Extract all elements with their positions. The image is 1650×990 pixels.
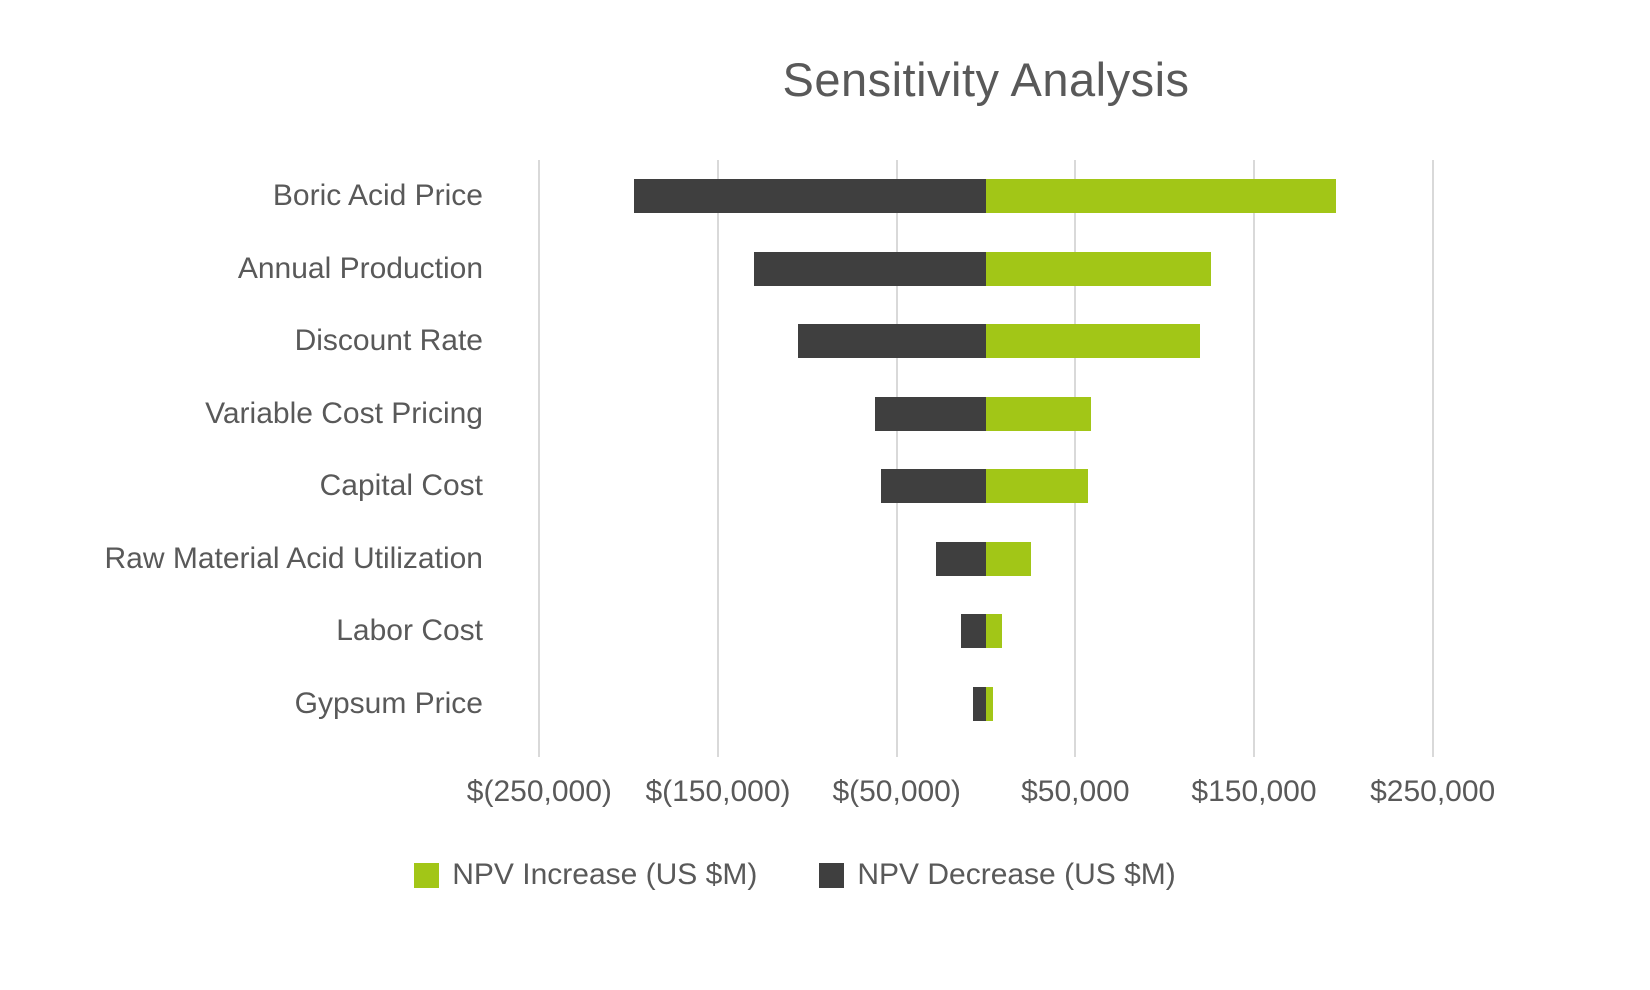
x-tick-label: $50,000 — [1021, 775, 1130, 808]
x-tick-label: $(50,000) — [832, 775, 961, 808]
category-label: Boric Acid Price — [272, 179, 483, 212]
category-label: Discount Rate — [294, 324, 483, 357]
bar-npv-increase — [986, 324, 1201, 359]
category-label: Gypsum Price — [294, 686, 483, 720]
bar-npv-increase — [986, 179, 1337, 214]
category-label: Capital Cost — [319, 469, 483, 502]
category-labels: Boric Acid Price Annual Production Discoun… — [0, 160, 505, 740]
x-tick-label: $250,000 — [1370, 775, 1496, 808]
gridline — [1253, 160, 1255, 757]
bar-npv-decrease — [960, 614, 986, 649]
bar-npv-decrease — [935, 541, 986, 576]
category-label: Variable Cost Pricing — [205, 396, 483, 430]
legend: NPV Increase (US $M) NPV Decrease (US $M) — [0, 858, 1590, 892]
legend-swatch-icon — [414, 862, 440, 888]
bar-npv-increase — [986, 541, 1031, 576]
category-label: Annual Production — [237, 251, 483, 285]
chart-title: Sensitivity Analysis — [782, 53, 1190, 106]
gridline — [1074, 160, 1077, 757]
x-tick-label: $(250,000) — [466, 775, 612, 808]
bar-npv-decrease — [798, 324, 986, 359]
bar-npv-increase — [986, 614, 1003, 649]
bar-npv-increase — [986, 469, 1088, 504]
gridline — [895, 160, 898, 757]
x-tick-label: $150,000 — [1191, 775, 1317, 808]
plot-area: $(250,000) $(150,000) $(50,000) $50,000 $150… — [450, 160, 1522, 808]
bar-npv-decrease — [880, 469, 986, 504]
category-label: Raw Material Acid Utilization — [104, 541, 483, 575]
bar-npv-decrease — [753, 251, 986, 286]
category-label: Labor Cost — [336, 614, 483, 647]
legend-item: NPV Decrease (US $M) — [819, 858, 1176, 892]
legend-swatch-icon — [819, 862, 845, 888]
legend-label: NPV Increase (US $M) — [452, 858, 758, 891]
gridline — [1431, 160, 1434, 757]
legend-label: NPV Decrease (US $M) — [857, 858, 1176, 891]
bar-npv-decrease — [634, 179, 986, 214]
bar-npv-increase — [986, 251, 1212, 286]
gridline — [717, 160, 719, 757]
gridline — [538, 160, 541, 757]
bar-npv-increase — [986, 686, 994, 721]
bar-npv-decrease — [973, 686, 986, 721]
x-tick-label: $(150,000) — [645, 775, 791, 808]
bar-npv-increase — [986, 396, 1092, 431]
legend-item: NPV Increase (US $M) — [414, 858, 757, 892]
bar-npv-decrease — [875, 396, 986, 431]
